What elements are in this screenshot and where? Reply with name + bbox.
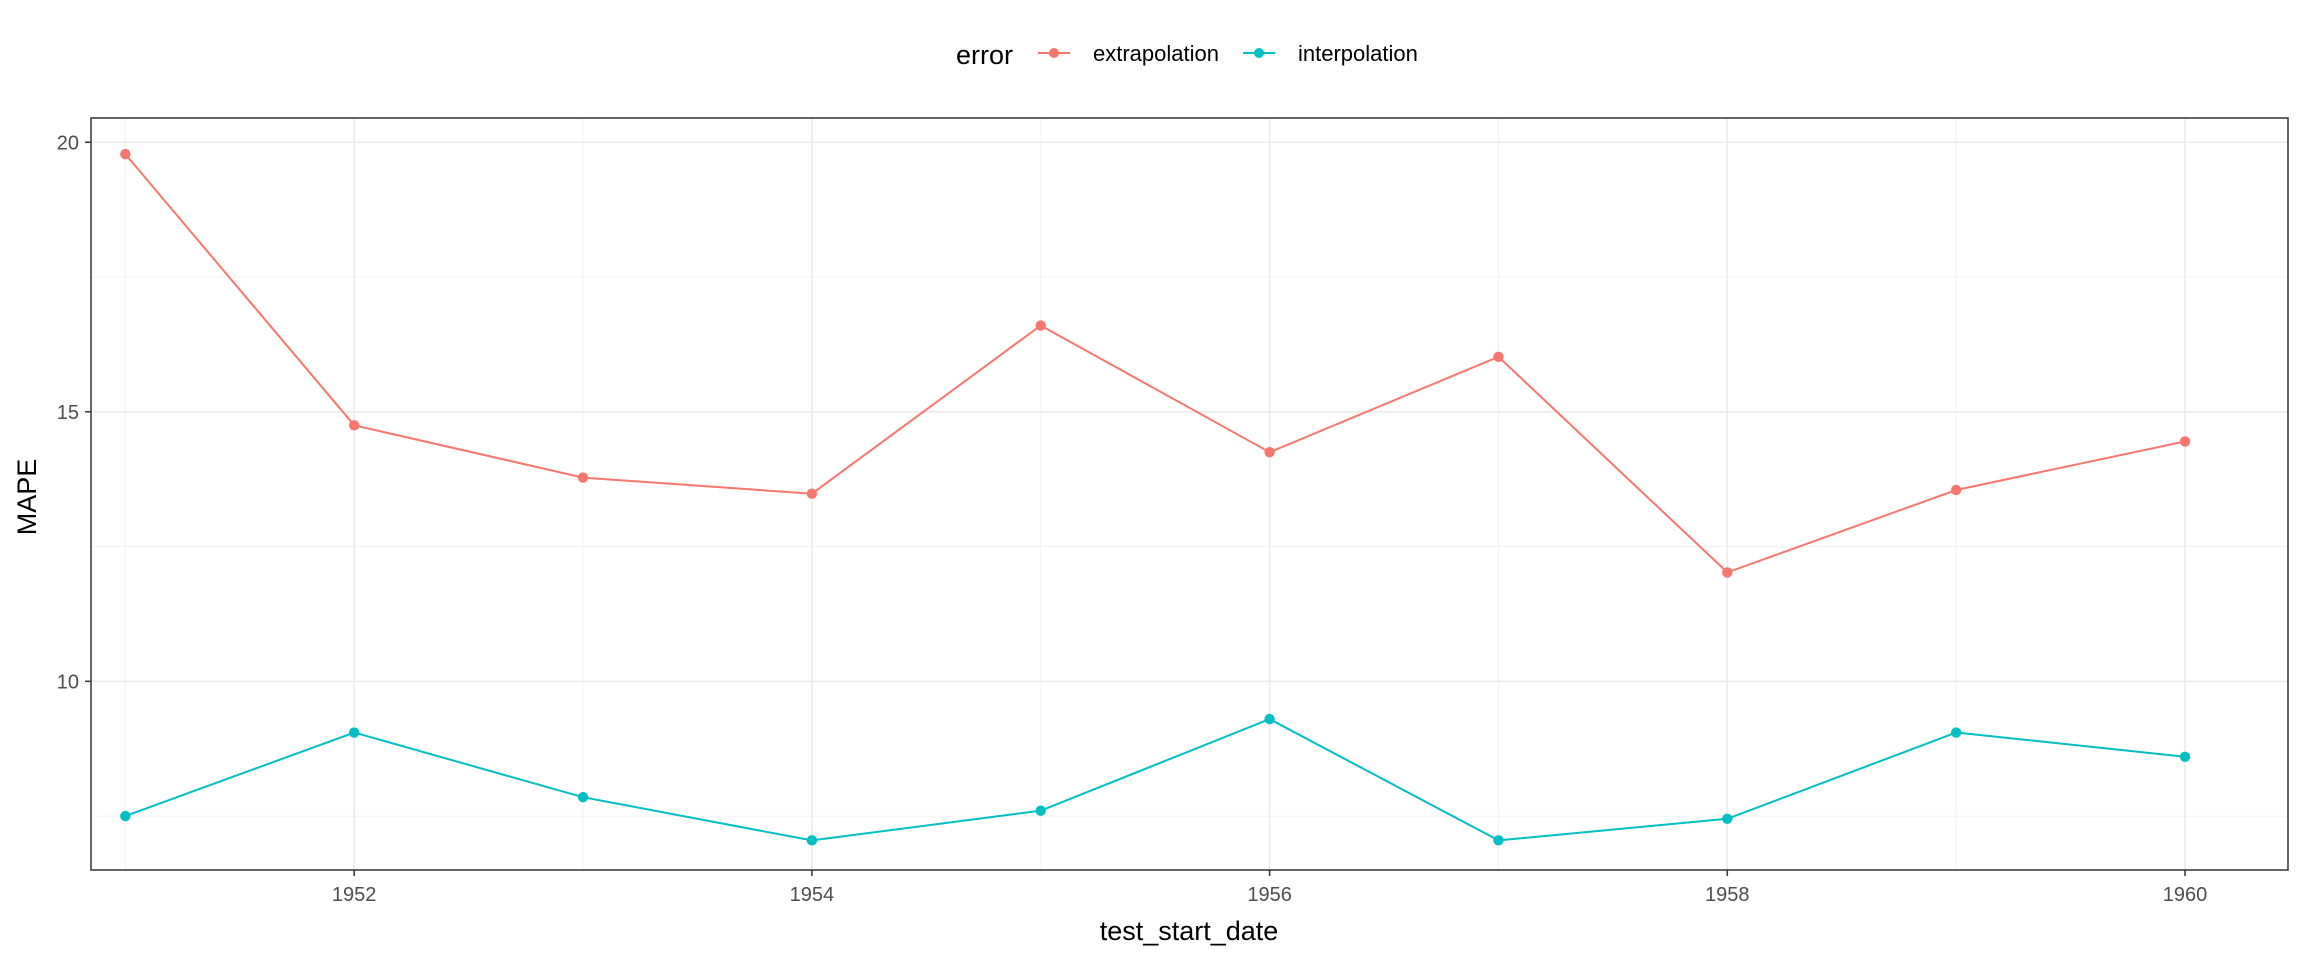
legend: error extrapolation interpolation (956, 40, 1418, 70)
interpolation-point (806, 835, 818, 846)
y-axis-title: MAPE (12, 459, 42, 536)
legend-label-extrapolation: extrapolation (1093, 41, 1219, 66)
extrapolation-line (124, 153, 2186, 574)
panel-border (90, 117, 2289, 871)
extrapolation-point (2179, 436, 2191, 447)
interpolation-point (1035, 805, 1046, 816)
interpolation-point (1950, 727, 1962, 738)
series-interpolation (120, 713, 2191, 846)
interpolation-line (124, 717, 2186, 842)
x-axis-title: test_start_date (1100, 916, 1279, 946)
interpolation-point (2179, 751, 2191, 762)
series-layer (120, 148, 2191, 846)
extrapolation-point (577, 472, 589, 483)
extrapolation-point (1722, 567, 1733, 578)
legend-label-interpolation: interpolation (1298, 41, 1418, 66)
interpolation-point (120, 810, 131, 822)
interpolation-point (1493, 835, 1504, 846)
y-tick-label: 15 (57, 402, 79, 424)
extrapolation-point (1264, 447, 1275, 458)
extrapolation-point (1950, 484, 1962, 496)
x-axis: 1952 1954 1956 1958 1960 (332, 870, 2207, 906)
y-axis: 10 15 20 (57, 132, 91, 693)
extrapolation-point (1493, 351, 1504, 363)
x-tick-label: 1952 (332, 884, 377, 906)
x-tick-label: 1958 (1705, 884, 1750, 906)
legend-item-extrapolation: extrapolation (1038, 41, 1219, 66)
extrapolation-point (806, 488, 818, 499)
x-tick-label: 1954 (790, 884, 835, 906)
legend-key-point (1254, 48, 1264, 58)
legend-key-point (1049, 48, 1059, 58)
x-tick-label: 1956 (1247, 884, 1292, 906)
interpolation-point (348, 727, 360, 738)
series-extrapolation (120, 148, 2191, 578)
legend-item-interpolation: interpolation (1243, 41, 1418, 66)
y-tick-label: 20 (57, 132, 79, 154)
extrapolation-point (348, 420, 360, 431)
legend-title: error (956, 40, 1013, 70)
y-tick-label: 10 (57, 671, 79, 693)
minor-gridlines (91, 118, 2288, 870)
interpolation-point (577, 792, 589, 803)
extrapolation-point (120, 148, 131, 160)
interpolation-point (1722, 813, 1733, 824)
extrapolation-point (1035, 320, 1046, 331)
x-tick-label: 1960 (2163, 884, 2208, 906)
interpolation-point (1264, 713, 1275, 725)
